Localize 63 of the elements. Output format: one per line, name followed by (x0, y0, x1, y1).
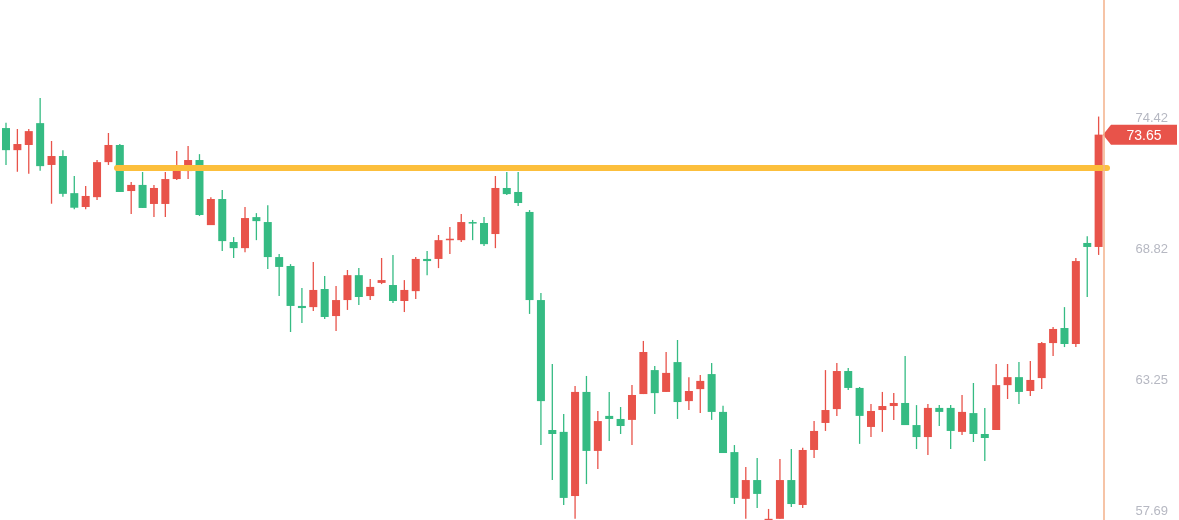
candlestick (787, 448, 796, 508)
candlestick (889, 392, 898, 421)
candlestick (127, 181, 136, 215)
candlestick (753, 457, 762, 509)
candlestick (388, 254, 397, 304)
candlestick (969, 382, 978, 443)
candlestick (104, 132, 113, 166)
candlestick (434, 234, 443, 269)
candlestick (650, 365, 659, 415)
candlestick (400, 279, 409, 313)
candlestick (2, 122, 10, 166)
candlestick (980, 407, 989, 462)
candlestick (810, 420, 819, 459)
candlestick (1014, 361, 1023, 405)
candlestick (946, 404, 955, 450)
candlestick (901, 355, 910, 426)
candlestick (741, 466, 750, 520)
candlestick (616, 406, 625, 435)
candlestick (935, 404, 944, 427)
y-tick-label: 74.42 (1135, 109, 1168, 125)
candlestick (821, 369, 830, 432)
candlestick (1083, 235, 1092, 298)
candlestick (514, 171, 523, 207)
candlestick (275, 253, 284, 297)
candlestick (696, 374, 705, 414)
candlestick (423, 250, 432, 276)
candlestick (684, 376, 693, 411)
candlestick (377, 257, 386, 285)
candlestick (548, 363, 557, 481)
candlestick (309, 261, 318, 312)
text: 73.65 (1126, 126, 1162, 143)
candlestick (297, 287, 306, 324)
candlestick (605, 391, 614, 442)
candlestick (354, 267, 363, 306)
candlestick (252, 212, 261, 241)
candlestick (24, 128, 33, 175)
candlestick (958, 394, 967, 436)
y-tick-label: 57.69 (1135, 502, 1168, 518)
candlestick (1003, 363, 1012, 400)
candlestick (912, 404, 921, 450)
candlestick (480, 216, 489, 247)
candlestick (229, 236, 238, 259)
candlestick (1049, 326, 1058, 357)
candlestick (457, 213, 466, 243)
candlestick (468, 219, 477, 241)
candlestick (172, 150, 181, 181)
candlestick (81, 185, 90, 210)
candlestick (1026, 360, 1035, 397)
candlestick (138, 171, 147, 209)
candlestick (332, 285, 341, 332)
candlestick (70, 175, 79, 210)
candlestick (878, 391, 887, 433)
candlestick (47, 140, 56, 205)
candlestick (844, 367, 853, 391)
y-tick-label: 68.82 (1135, 241, 1168, 257)
candlestick (502, 171, 511, 196)
candlestick (366, 278, 375, 301)
y-tick-label: 63.25 (1135, 372, 1168, 388)
candlestick (149, 184, 158, 218)
candlestick (1060, 306, 1069, 348)
candlestick (866, 403, 875, 438)
candlestick (662, 351, 671, 393)
candlestick (13, 128, 22, 173)
